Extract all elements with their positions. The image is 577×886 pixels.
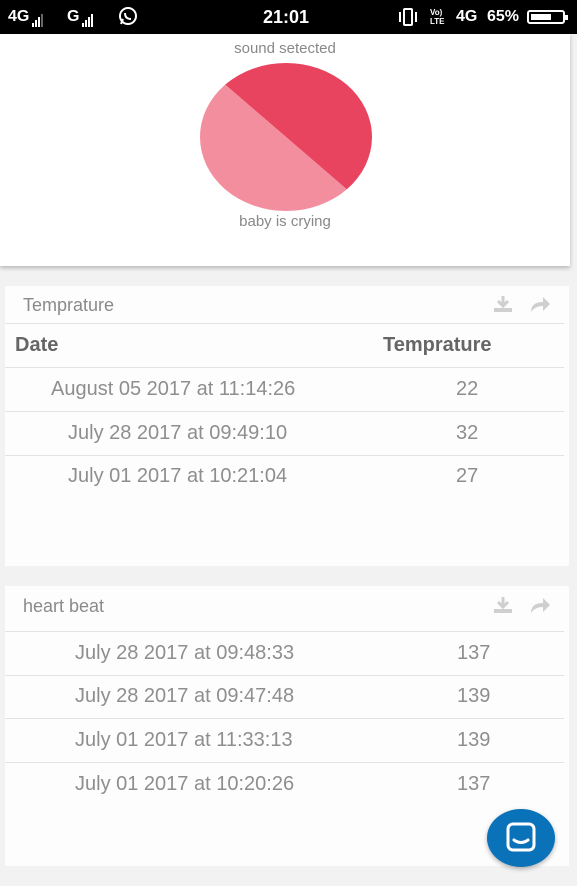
divider <box>5 455 564 456</box>
download-icon[interactable] <box>493 596 513 614</box>
divider <box>5 323 564 324</box>
sound-pie-chart <box>200 63 372 211</box>
column-header-temprature: Temprature <box>383 334 492 356</box>
temperature-panel-title: Temprature <box>23 295 115 315</box>
network-3: 4G <box>456 8 478 25</box>
table-cell-date: July 01 2017 at 10:21:04 <box>68 465 288 487</box>
table-cell-value: 139 <box>457 685 491 707</box>
table-cell-date: August 05 2017 at 11:14:26 <box>51 378 296 400</box>
sound-chart-card: sound setected baby is crying <box>0 34 570 266</box>
pie-slice-baby-is-crying <box>200 84 347 211</box>
table-cell-date: July 28 2017 at 09:47:48 <box>75 685 295 707</box>
battery-icon <box>527 10 568 24</box>
signal-icon <box>82 9 94 27</box>
table-cell-value: 137 <box>457 773 491 795</box>
chat-button[interactable] <box>487 809 555 867</box>
table-cell-date: July 28 2017 at 09:48:33 <box>75 642 295 664</box>
share-icon[interactable] <box>529 596 551 614</box>
table-cell-value: 139 <box>457 729 491 751</box>
table-cell-value: 22 <box>456 378 479 400</box>
column-header-date: Date <box>15 334 59 356</box>
vibrate-icon <box>397 7 419 32</box>
divider <box>5 718 564 719</box>
table-cell-value: 32 <box>456 422 479 444</box>
share-icon[interactable] <box>529 295 551 313</box>
heartbeat-panel-title: heart beat <box>23 596 105 616</box>
signal-icon <box>32 9 44 27</box>
chart-top-label: sound setected <box>234 40 336 57</box>
chat-icon <box>506 822 536 852</box>
pie-slice-sound-setected <box>225 63 372 190</box>
table-cell-value: 27 <box>456 465 479 487</box>
chart-bottom-label: baby is crying <box>239 213 331 230</box>
table-cell-value: 137 <box>457 642 491 664</box>
network-2: G <box>67 8 94 27</box>
table-cell-date: July 01 2017 at 11:33:13 <box>75 729 293 751</box>
volte-indicator: Vo) LTE <box>430 8 445 26</box>
heartbeat-panel: heart beat July 28 2017 at 09:48:33 137 … <box>5 586 569 866</box>
network-1: 4G <box>8 8 44 27</box>
divider <box>5 675 564 676</box>
network-2-label: G <box>67 8 80 25</box>
table-cell-date: July 01 2017 at 10:20:26 <box>75 773 295 795</box>
table-cell-date: July 28 2017 at 09:49:10 <box>68 422 288 444</box>
divider <box>5 631 564 632</box>
battery-fill <box>531 14 551 20</box>
temperature-panel-actions <box>481 295 551 313</box>
download-icon[interactable] <box>493 295 513 313</box>
divider <box>5 411 564 412</box>
network-1-label: 4G <box>8 8 30 25</box>
status-bar: 4G G 21:01 Vo) LTE 4G 65% <box>0 0 577 34</box>
clock: 21:01 <box>263 7 310 27</box>
temperature-panel: Temprature Date Temprature August 05 201… <box>5 286 569 566</box>
battery-percent: 65% <box>487 8 520 25</box>
whatsapp-icon <box>118 6 138 31</box>
heartbeat-panel-actions <box>481 596 551 614</box>
divider <box>5 367 564 368</box>
divider <box>5 762 564 763</box>
